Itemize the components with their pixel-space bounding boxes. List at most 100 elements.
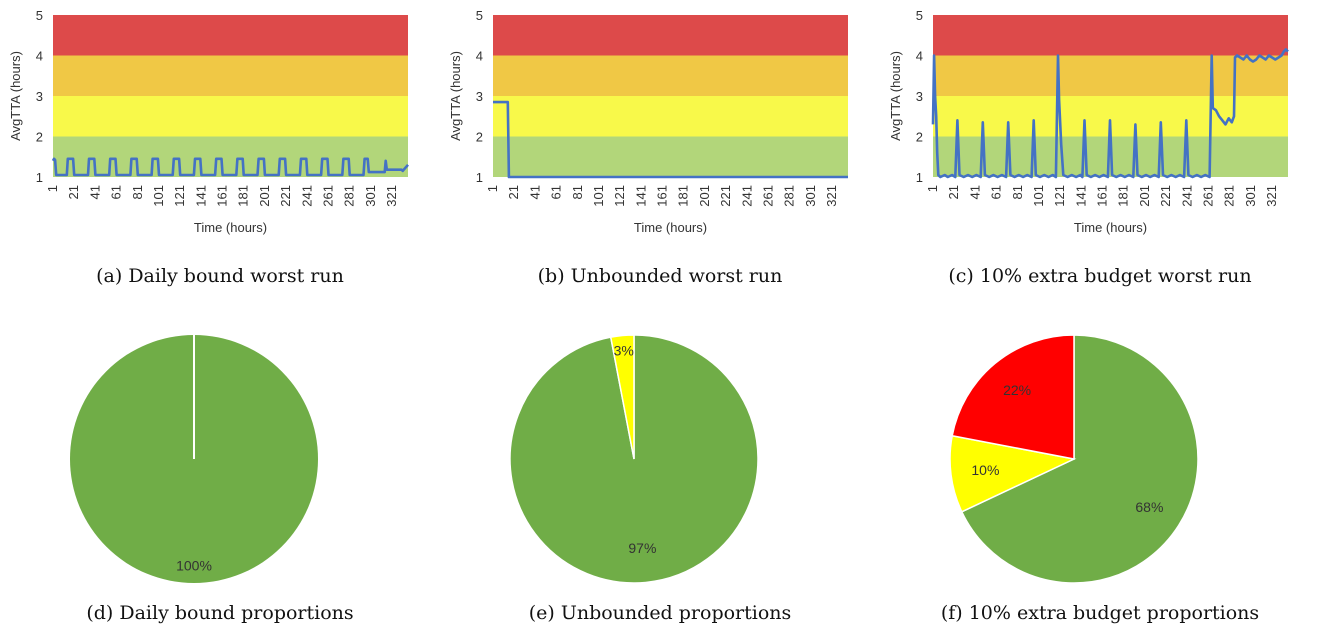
x-tick-label: 81 bbox=[570, 185, 585, 199]
x-tick-label: 121 bbox=[612, 185, 627, 207]
y-tick-label: 1 bbox=[36, 170, 43, 185]
pie-chart-extra-budget: 68% 10% 22% bbox=[949, 334, 1199, 584]
x-tick-label: 141 bbox=[1073, 185, 1088, 207]
x-tick-label: 201 bbox=[1137, 185, 1152, 207]
x-tick-label: 241 bbox=[1179, 185, 1194, 207]
x-tick-label: 301 bbox=[803, 185, 818, 207]
pie-slice-1 bbox=[609, 334, 635, 460]
x-tick-label: 301 bbox=[1243, 185, 1258, 207]
threshold-band-3 bbox=[53, 15, 408, 56]
y-axis-label: AvgTTA (hours) bbox=[888, 51, 903, 141]
y-tick-label: 3 bbox=[476, 89, 483, 104]
x-tick-label: 101 bbox=[1031, 185, 1046, 207]
y-tick-label: 4 bbox=[476, 49, 483, 64]
x-tick-label: 261 bbox=[321, 185, 336, 207]
threshold-band-1 bbox=[493, 96, 848, 137]
x-axis-label: Time (hours) bbox=[1074, 220, 1147, 235]
x-tick-label: 161 bbox=[215, 185, 230, 207]
y-axis-label: AvgTTA (hours) bbox=[8, 51, 23, 141]
x-tick-label: 261 bbox=[1201, 185, 1216, 207]
x-tick-label: 161 bbox=[1095, 185, 1110, 207]
x-tick-label: 161 bbox=[655, 185, 670, 207]
x-tick-label: 101 bbox=[591, 185, 606, 207]
pie-slice-2 bbox=[951, 334, 1075, 460]
x-tick-label: 61 bbox=[549, 185, 564, 199]
pie-slice-0 bbox=[960, 334, 1199, 584]
threshold-band-2 bbox=[933, 55, 1288, 96]
x-tick-label: 121 bbox=[172, 185, 187, 207]
x-tick-label: 241 bbox=[739, 185, 754, 207]
x-tick-label: 81 bbox=[1010, 185, 1025, 199]
x-tick-label: 221 bbox=[718, 185, 733, 207]
y-tick-label: 1 bbox=[476, 170, 483, 185]
y-tick-label: 5 bbox=[916, 8, 923, 23]
caption-b: (b) Unbounded worst run bbox=[537, 265, 783, 287]
x-tick-label: 141 bbox=[633, 185, 648, 207]
x-tick-label: 21 bbox=[66, 185, 81, 199]
caption-a: (a) Daily bound worst run bbox=[96, 265, 344, 287]
x-tick-label: 281 bbox=[1222, 185, 1237, 207]
x-tick-label: 61 bbox=[989, 185, 1004, 199]
y-tick-label: 2 bbox=[916, 130, 923, 145]
series-line-0 bbox=[493, 100, 848, 179]
pie-slice-label: 3% bbox=[614, 342, 634, 358]
x-tick-label: 321 bbox=[824, 185, 839, 207]
y-tick-label: 2 bbox=[476, 130, 483, 145]
threshold-band-2 bbox=[493, 55, 848, 96]
x-tick-label: 141 bbox=[193, 185, 208, 207]
x-tick-label: 321 bbox=[384, 185, 399, 207]
x-tick-label: 221 bbox=[1158, 185, 1173, 207]
x-tick-label: 1 bbox=[925, 185, 940, 192]
y-axis-label: AvgTTA (hours) bbox=[448, 51, 463, 141]
pie-slice-label: 97% bbox=[628, 540, 656, 556]
x-tick-label: 181 bbox=[676, 185, 691, 207]
x-tick-label: 61 bbox=[109, 185, 124, 199]
x-tick-label: 41 bbox=[87, 185, 102, 199]
x-tick-label: 21 bbox=[946, 185, 961, 199]
threshold-band-3 bbox=[493, 15, 848, 56]
x-tick-label: 101 bbox=[151, 185, 166, 207]
x-tick-label: 181 bbox=[236, 185, 251, 207]
x-tick-label: 221 bbox=[278, 185, 293, 207]
y-tick-label: 5 bbox=[36, 8, 43, 23]
x-tick-label: 121 bbox=[1052, 185, 1067, 207]
pie-chart-unbounded: 97% 3% bbox=[509, 334, 759, 584]
series-line-0 bbox=[931, 48, 1289, 179]
x-tick-label: 281 bbox=[342, 185, 357, 207]
y-tick-label: 4 bbox=[36, 49, 43, 64]
x-tick-label: 21 bbox=[506, 185, 521, 199]
caption-c: (c) 10% extra budget worst run bbox=[948, 265, 1252, 287]
x-tick-label: 41 bbox=[527, 185, 542, 199]
x-tick-label: 261 bbox=[761, 185, 776, 207]
y-tick-label: 5 bbox=[476, 8, 483, 23]
x-tick-label: 41 bbox=[967, 185, 982, 199]
x-axis-label: Time (hours) bbox=[194, 220, 267, 235]
caption-d: (d) Daily bound proportions bbox=[86, 602, 354, 624]
caption-f: (f) 10% extra budget proportions bbox=[940, 602, 1260, 624]
threshold-band-0 bbox=[53, 136, 408, 177]
x-tick-label: 201 bbox=[697, 185, 712, 207]
pie-slice-label: 22% bbox=[1003, 382, 1031, 398]
x-tick-label: 241 bbox=[299, 185, 314, 207]
threshold-band-3 bbox=[933, 15, 1288, 56]
y-tick-label: 3 bbox=[916, 89, 923, 104]
caption-e: (e) Unbounded proportions bbox=[528, 602, 792, 624]
series-line-0 bbox=[51, 157, 409, 177]
pie-chart-daily-bound: 100% bbox=[70, 335, 318, 583]
threshold-band-2 bbox=[53, 55, 408, 96]
pie-slice-1 bbox=[949, 434, 1077, 513]
pie-slice-label: 68% bbox=[1135, 499, 1163, 515]
x-tick-label: 321 bbox=[1264, 185, 1279, 207]
x-tick-label: 201 bbox=[257, 185, 272, 207]
pie-slice-label: 10% bbox=[971, 462, 999, 478]
x-tick-label: 301 bbox=[363, 185, 378, 207]
x-axis-label: Time (hours) bbox=[634, 220, 707, 235]
x-tick-label: 81 bbox=[130, 185, 145, 199]
y-tick-label: 2 bbox=[36, 130, 43, 145]
y-tick-label: 4 bbox=[916, 49, 923, 64]
y-tick-label: 1 bbox=[916, 170, 923, 185]
threshold-band-1 bbox=[53, 96, 408, 137]
